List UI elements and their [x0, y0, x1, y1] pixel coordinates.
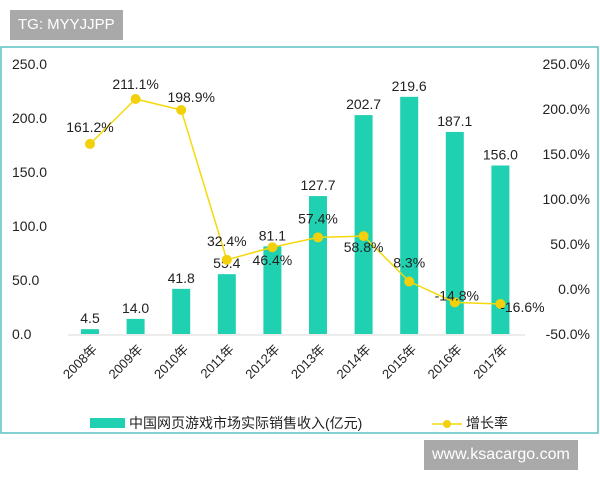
growth-point-2017年 — [495, 298, 506, 309]
line-data-label: 211.1% — [112, 76, 158, 92]
watermark-top-left: TG: MYYJJPP — [10, 10, 123, 40]
growth-point-2011年 — [221, 254, 232, 265]
legend-bar-swatch — [90, 418, 125, 428]
growth-point-2009年 — [130, 94, 141, 105]
growth-point-2008年 — [85, 138, 95, 149]
x-axis-tick: 2014年 — [333, 342, 373, 382]
x-axis-tick: 2016年 — [425, 342, 465, 382]
line-data-label: 161.2% — [66, 119, 113, 135]
left-axis-tick: 50.0 — [12, 272, 39, 288]
line-data-label: -16.6% — [500, 299, 544, 315]
growth-line — [89, 98, 501, 305]
line-data-label: 198.9% — [167, 89, 214, 105]
left-axis-tick: 150.0 — [12, 164, 47, 180]
bar-2008年 — [81, 329, 99, 334]
right-axis-tick: 0.0% — [558, 281, 590, 297]
growth-point-2013年 — [313, 232, 323, 243]
bar-2010年 — [172, 288, 191, 334]
left-axis-tick: 0.0 — [12, 326, 32, 342]
bar-2009年 — [126, 318, 145, 334]
x-axis-tick: 2008年 — [60, 342, 100, 382]
growth-point-2012年 — [267, 242, 278, 253]
legend-line-marker — [443, 420, 451, 428]
line-data-label: 32.4% — [207, 233, 247, 249]
x-axis-tick: 2010年 — [151, 342, 191, 382]
left-axis-tick: 100.0 — [12, 218, 47, 234]
right-axis-tick: 250.0% — [543, 56, 590, 72]
left-axis-tick: 250.0 — [12, 56, 47, 72]
bar-2011年 — [217, 274, 236, 334]
x-axis-tick: 2015年 — [379, 342, 419, 382]
bar-2012年 — [263, 246, 282, 334]
line-data-label: -14.8% — [435, 287, 479, 303]
line-data-label: 8.3% — [393, 255, 425, 271]
bar-data-label: 14.0 — [122, 300, 149, 316]
x-axis-tick: 2017年 — [470, 342, 510, 382]
bar-data-label: 41.8 — [168, 270, 195, 286]
bar-data-label: 4.5 — [80, 310, 100, 326]
bar-2015年 — [400, 96, 419, 334]
legend-line-label: 增长率 — [466, 415, 508, 431]
watermark-bottom-right: www.ksacargo.com — [424, 440, 578, 470]
x-axis-tick: 2009年 — [105, 342, 145, 382]
left-axis-tick: 200.0 — [12, 110, 47, 126]
x-axis-tick: 2012年 — [242, 342, 282, 382]
right-axis-tick: -50.0% — [546, 326, 590, 342]
bar-data-label: 202.7 — [346, 96, 381, 112]
bar-2014年 — [354, 115, 373, 334]
x-axis-tick: 2013年 — [288, 342, 328, 382]
line-data-label: 58.8% — [344, 239, 384, 255]
x-axis-tick: 2011年 — [197, 342, 237, 382]
bar-2017年 — [491, 165, 510, 334]
chart-frame — [0, 46, 599, 434]
bar-data-label: 187.1 — [437, 113, 472, 129]
bar-data-label: 81.1 — [259, 227, 286, 243]
bar-data-label: 219.6 — [392, 78, 427, 94]
right-axis-tick: 50.0% — [550, 236, 590, 252]
line-data-label: 46.4% — [253, 252, 293, 268]
bar-data-label: 156.0 — [483, 147, 518, 163]
line-data-label: 57.4% — [298, 210, 338, 226]
right-axis-tick: 150.0% — [543, 146, 590, 162]
legend-bar-label: 中国网页游戏市场实际销售收入(亿元) — [129, 415, 362, 431]
growth-point-2010年 — [176, 104, 187, 115]
growth-point-2014年 — [358, 231, 369, 242]
bar-2016年 — [445, 131, 464, 334]
right-axis-tick: 200.0% — [543, 101, 590, 117]
bar-data-label: 127.7 — [300, 177, 335, 193]
growth-point-2015年 — [404, 276, 415, 287]
bar-2013年 — [309, 196, 327, 334]
growth-point-2016年 — [449, 297, 460, 308]
right-axis-tick: 100.0% — [543, 191, 590, 207]
